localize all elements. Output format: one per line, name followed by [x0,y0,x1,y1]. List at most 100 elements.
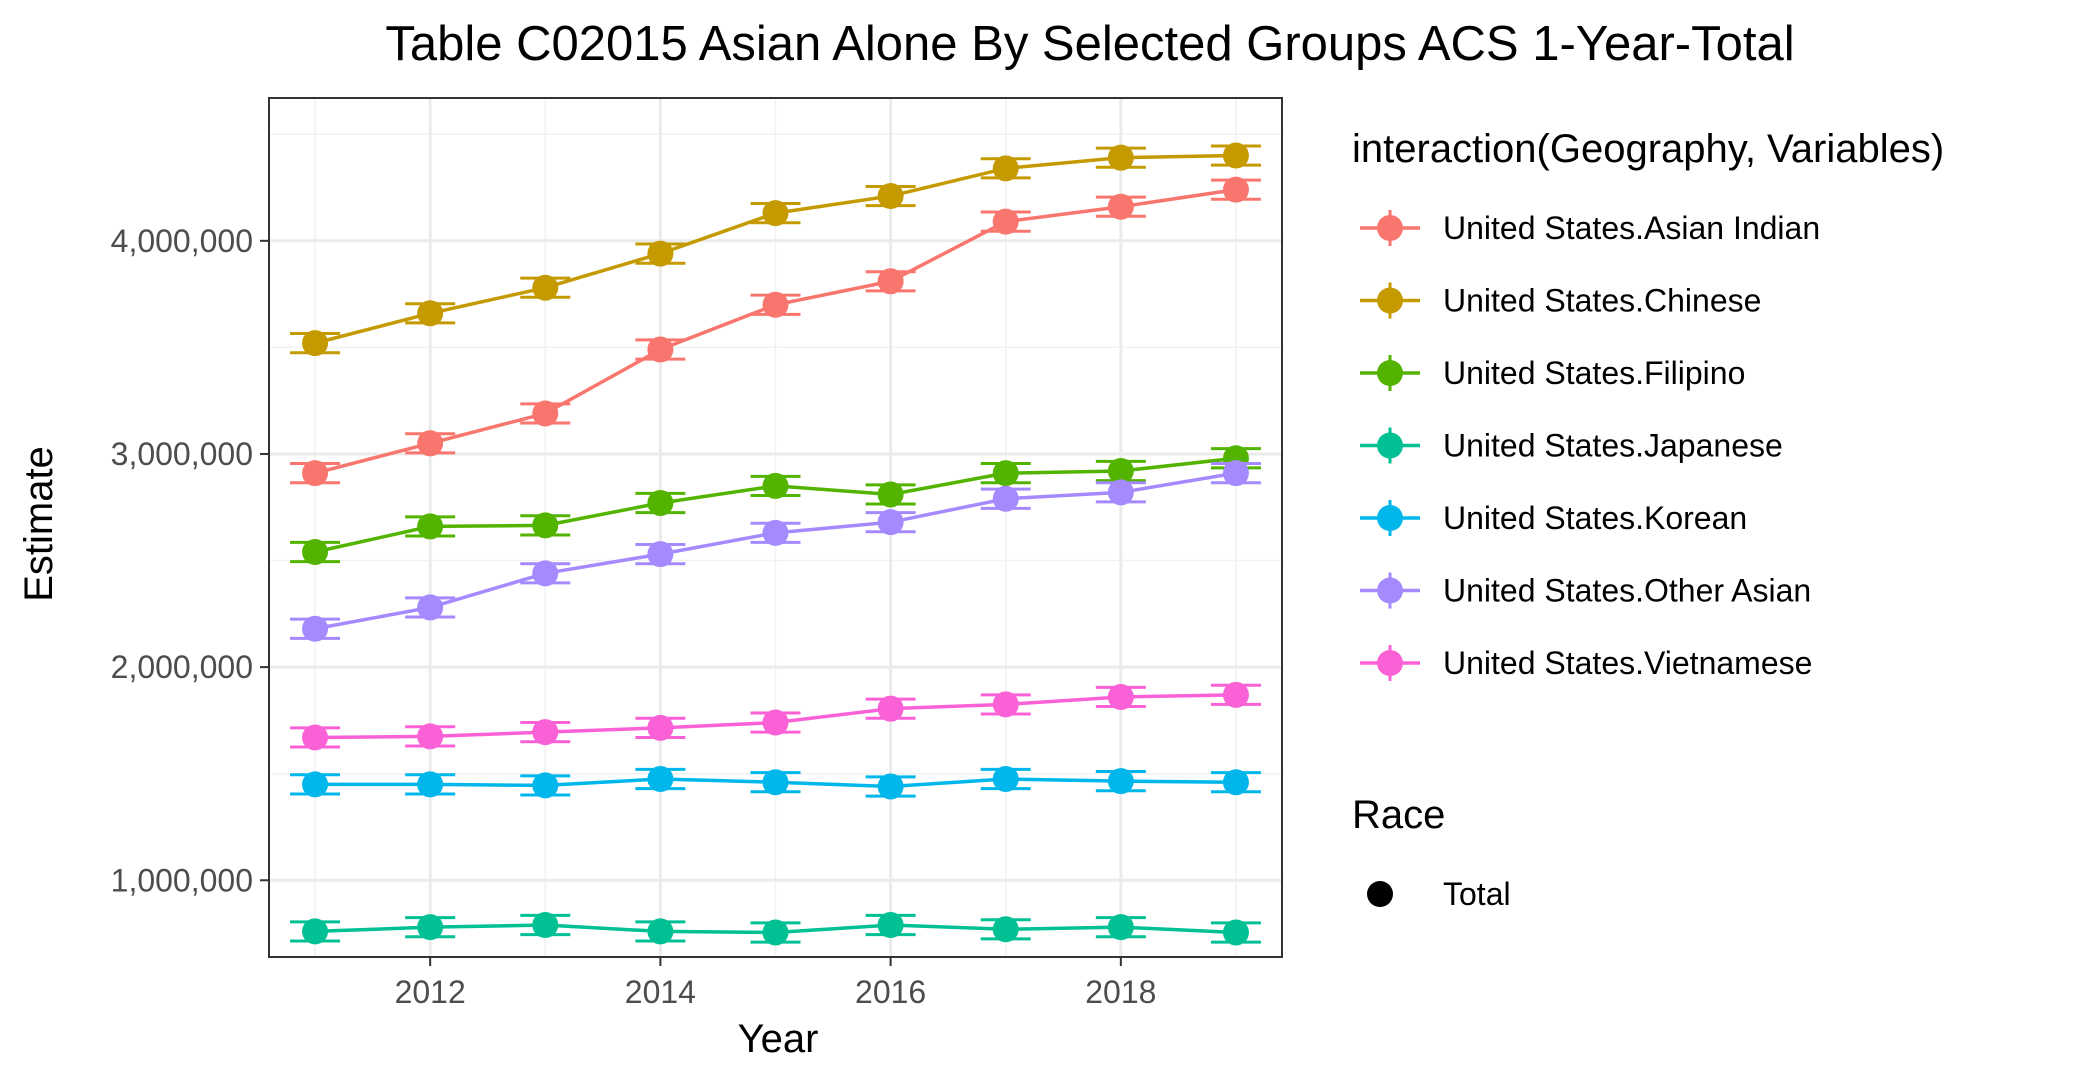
data-point [532,274,559,301]
data-point [532,719,559,746]
x-axis-title: Year [738,1017,819,1061]
y-tick-label: 2,000,000 [111,649,253,685]
legend-label: United States.Filipino [1443,355,1745,391]
data-point [302,724,329,751]
legend-color-title: interaction(Geography, Variables) [1352,127,1944,171]
data-point [417,430,444,457]
data-point [877,509,904,536]
legend-key-point [1377,577,1403,604]
data-point [417,513,444,540]
data-point [647,918,674,945]
data-point [532,912,559,939]
data-point [417,723,444,750]
legend-color-entries: United States.Asian Indian United States.… [1360,210,1820,681]
data-point [302,460,329,487]
data-point [1222,919,1249,946]
data-point [877,481,904,508]
legend-label: Total [1443,876,1511,912]
data-point [302,918,329,945]
legend-key-point [1377,215,1403,241]
data-point [1222,460,1249,487]
x-tick-label: 2016 [855,974,926,1010]
data-point [302,771,329,798]
data-point [302,539,329,566]
legend-key-point [1377,360,1403,386]
y-axis-title: Estimate [17,446,61,602]
data-point [877,268,904,295]
data-point [877,183,904,210]
data-point [417,300,444,327]
legend: interaction(Geography, Variables) United… [1352,127,1944,912]
x-tick-label: 2018 [1085,974,1156,1010]
data-point [1107,144,1134,171]
legend-label: United States.Asian Indian [1443,210,1820,246]
data-point [762,200,789,227]
data-point [762,519,789,546]
data-point [532,400,559,427]
data-point [992,691,1019,718]
y-axis: 1,000,000 2,000,000 3,000,000 4,000,000 [111,223,269,898]
legend-shape-title: Race [1352,793,1445,837]
data-point [1222,681,1249,708]
data-point [1222,769,1249,796]
legend-label: United States.Vietnamese [1443,645,1812,681]
legend-label: United States.Other Asian [1443,573,1811,609]
chart-title: Table C02015 Asian Alone By Selected Gro… [385,17,1794,71]
data-point [1107,458,1134,485]
legend-shape-key [1367,881,1393,907]
data-point [762,291,789,318]
data-point [647,336,674,363]
series-group [290,912,1261,946]
legend-label: United States.Korean [1443,500,1747,536]
data-point [992,916,1019,943]
data-point [762,709,789,736]
data-point [992,460,1019,487]
x-tick-label: 2012 [395,974,466,1010]
data-point [417,914,444,941]
data-point [417,771,444,798]
data-point [647,714,674,741]
x-axis: 2012 2014 2016 2018 [395,957,1156,1010]
data-point [417,594,444,621]
data-point [1222,142,1249,169]
x-tick-label: 2014 [625,974,696,1010]
data-point [877,773,904,800]
data-point [302,615,329,642]
data-point [532,772,559,799]
series-group [290,766,1261,800]
data-point [647,489,674,516]
series-group [290,176,1261,487]
legend-label: United States.Japanese [1443,428,1783,464]
data-point [532,512,559,539]
data-point [647,766,674,793]
data-point [992,485,1019,512]
data-point [877,695,904,722]
data-point [1107,193,1134,220]
series-layer [290,142,1261,946]
data-point [762,472,789,499]
data-point [1107,479,1134,506]
legend-key-point [1377,287,1403,314]
data-point [762,769,789,796]
data-point [302,330,329,357]
panel-border [268,97,1283,958]
series-group [290,681,1261,751]
data-point [762,919,789,946]
y-tick-label: 4,000,000 [111,223,253,259]
y-tick-label: 1,000,000 [111,862,253,898]
legend-key-point [1377,432,1403,459]
data-point [532,560,559,587]
data-point [992,208,1019,235]
data-point [877,912,904,939]
legend-key-point [1377,650,1403,676]
data-point [1107,914,1134,941]
data-point [647,240,674,267]
data-point [1107,768,1134,795]
data-point [1107,683,1134,710]
legend-key-point [1377,505,1403,531]
legend-label: United States.Chinese [1443,283,1761,319]
data-point [992,155,1019,182]
